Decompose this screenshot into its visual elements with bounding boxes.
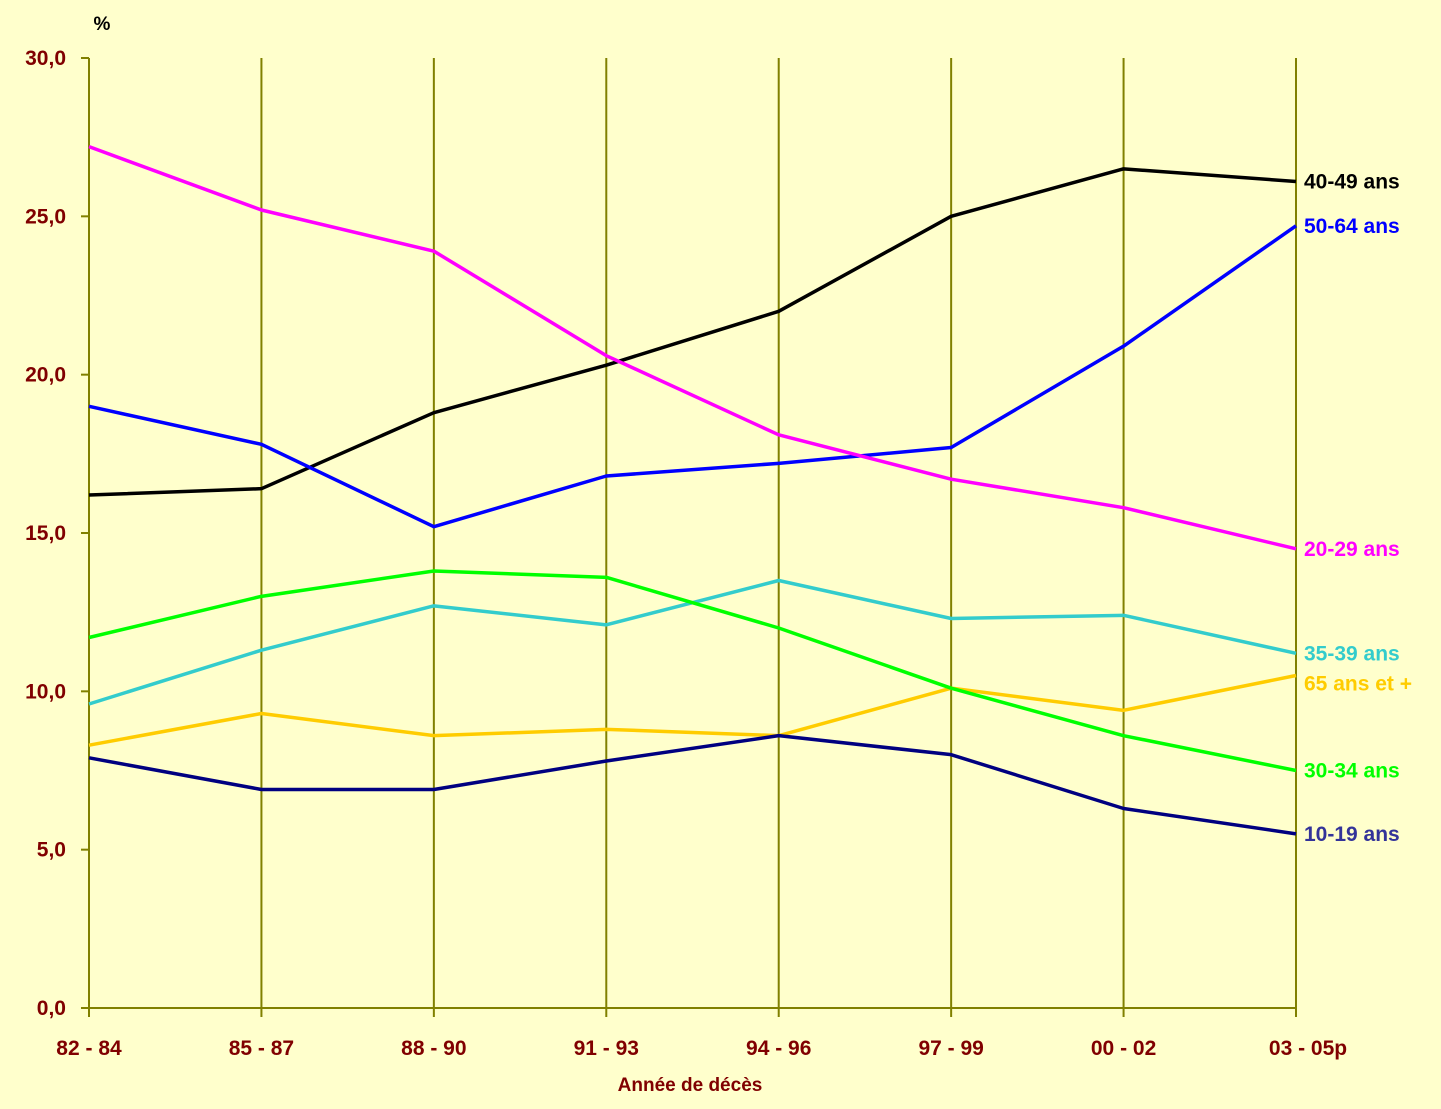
y-axis-title: % (94, 14, 111, 35)
series-line-30-34-ans (88, 569, 1297, 773)
gridlines (260, 58, 1297, 1008)
y-tick-labels: 0,0 5,0 10,0 15,0 20,0 25,0 30,0 (25, 47, 89, 1020)
y-tick-label: 15,0 (25, 522, 66, 545)
x-tick-label: 94 - 96 (746, 1037, 811, 1060)
series-label: 30-34 ans (1304, 760, 1400, 783)
x-tick-label: 91 - 93 (574, 1037, 639, 1060)
axes (88, 58, 1296, 1009)
series-label: 40-49 ans (1304, 171, 1400, 194)
series-line-50-64-ans (88, 224, 1298, 529)
series-line-20-29-ans (88, 145, 1297, 551)
series-line-10-19-ans (88, 733, 1297, 836)
series-label: 65 ans et + (1304, 672, 1412, 695)
series-line-35-39-ans (88, 578, 1297, 706)
y-tick-label: 10,0 (25, 680, 66, 703)
series-label: 20-29 ans (1304, 538, 1400, 561)
series-lines (88, 145, 1298, 836)
x-tick-label: 88 - 90 (401, 1037, 466, 1060)
x-tick-label: 82 - 84 (56, 1037, 122, 1060)
y-tick-label: 5,0 (37, 839, 66, 862)
y-tick-label: 20,0 (25, 364, 66, 387)
x-tick-label: 00 - 02 (1091, 1037, 1156, 1060)
x-axis-title: Année de décès (618, 1075, 763, 1096)
x-tick-label: 97 - 99 (918, 1037, 983, 1060)
y-tick-label: 25,0 (25, 205, 66, 228)
series-label: 50-64 ans (1304, 215, 1400, 238)
y-tick-label: 0,0 (37, 997, 66, 1020)
series-labels: 40-49 ans 50-64 ans 20-29 ans 35-39 ans 65 a… (1304, 171, 1412, 846)
x-tick-labels: 82 - 84 85 - 87 88 - 90 91 - 93 94 - 96 97 - … (56, 1008, 1347, 1060)
series-label: 10-19 ans (1304, 823, 1400, 846)
series-line-40-49-ans (88, 167, 1297, 497)
series-label: 35-39 ans (1304, 642, 1400, 665)
x-tick-label: 03 - 05p (1269, 1037, 1347, 1060)
series-line-65-ans-et- (88, 673, 1297, 747)
x-tick-label: 85 - 87 (229, 1037, 294, 1060)
y-tick-label: 30,0 (25, 47, 66, 70)
